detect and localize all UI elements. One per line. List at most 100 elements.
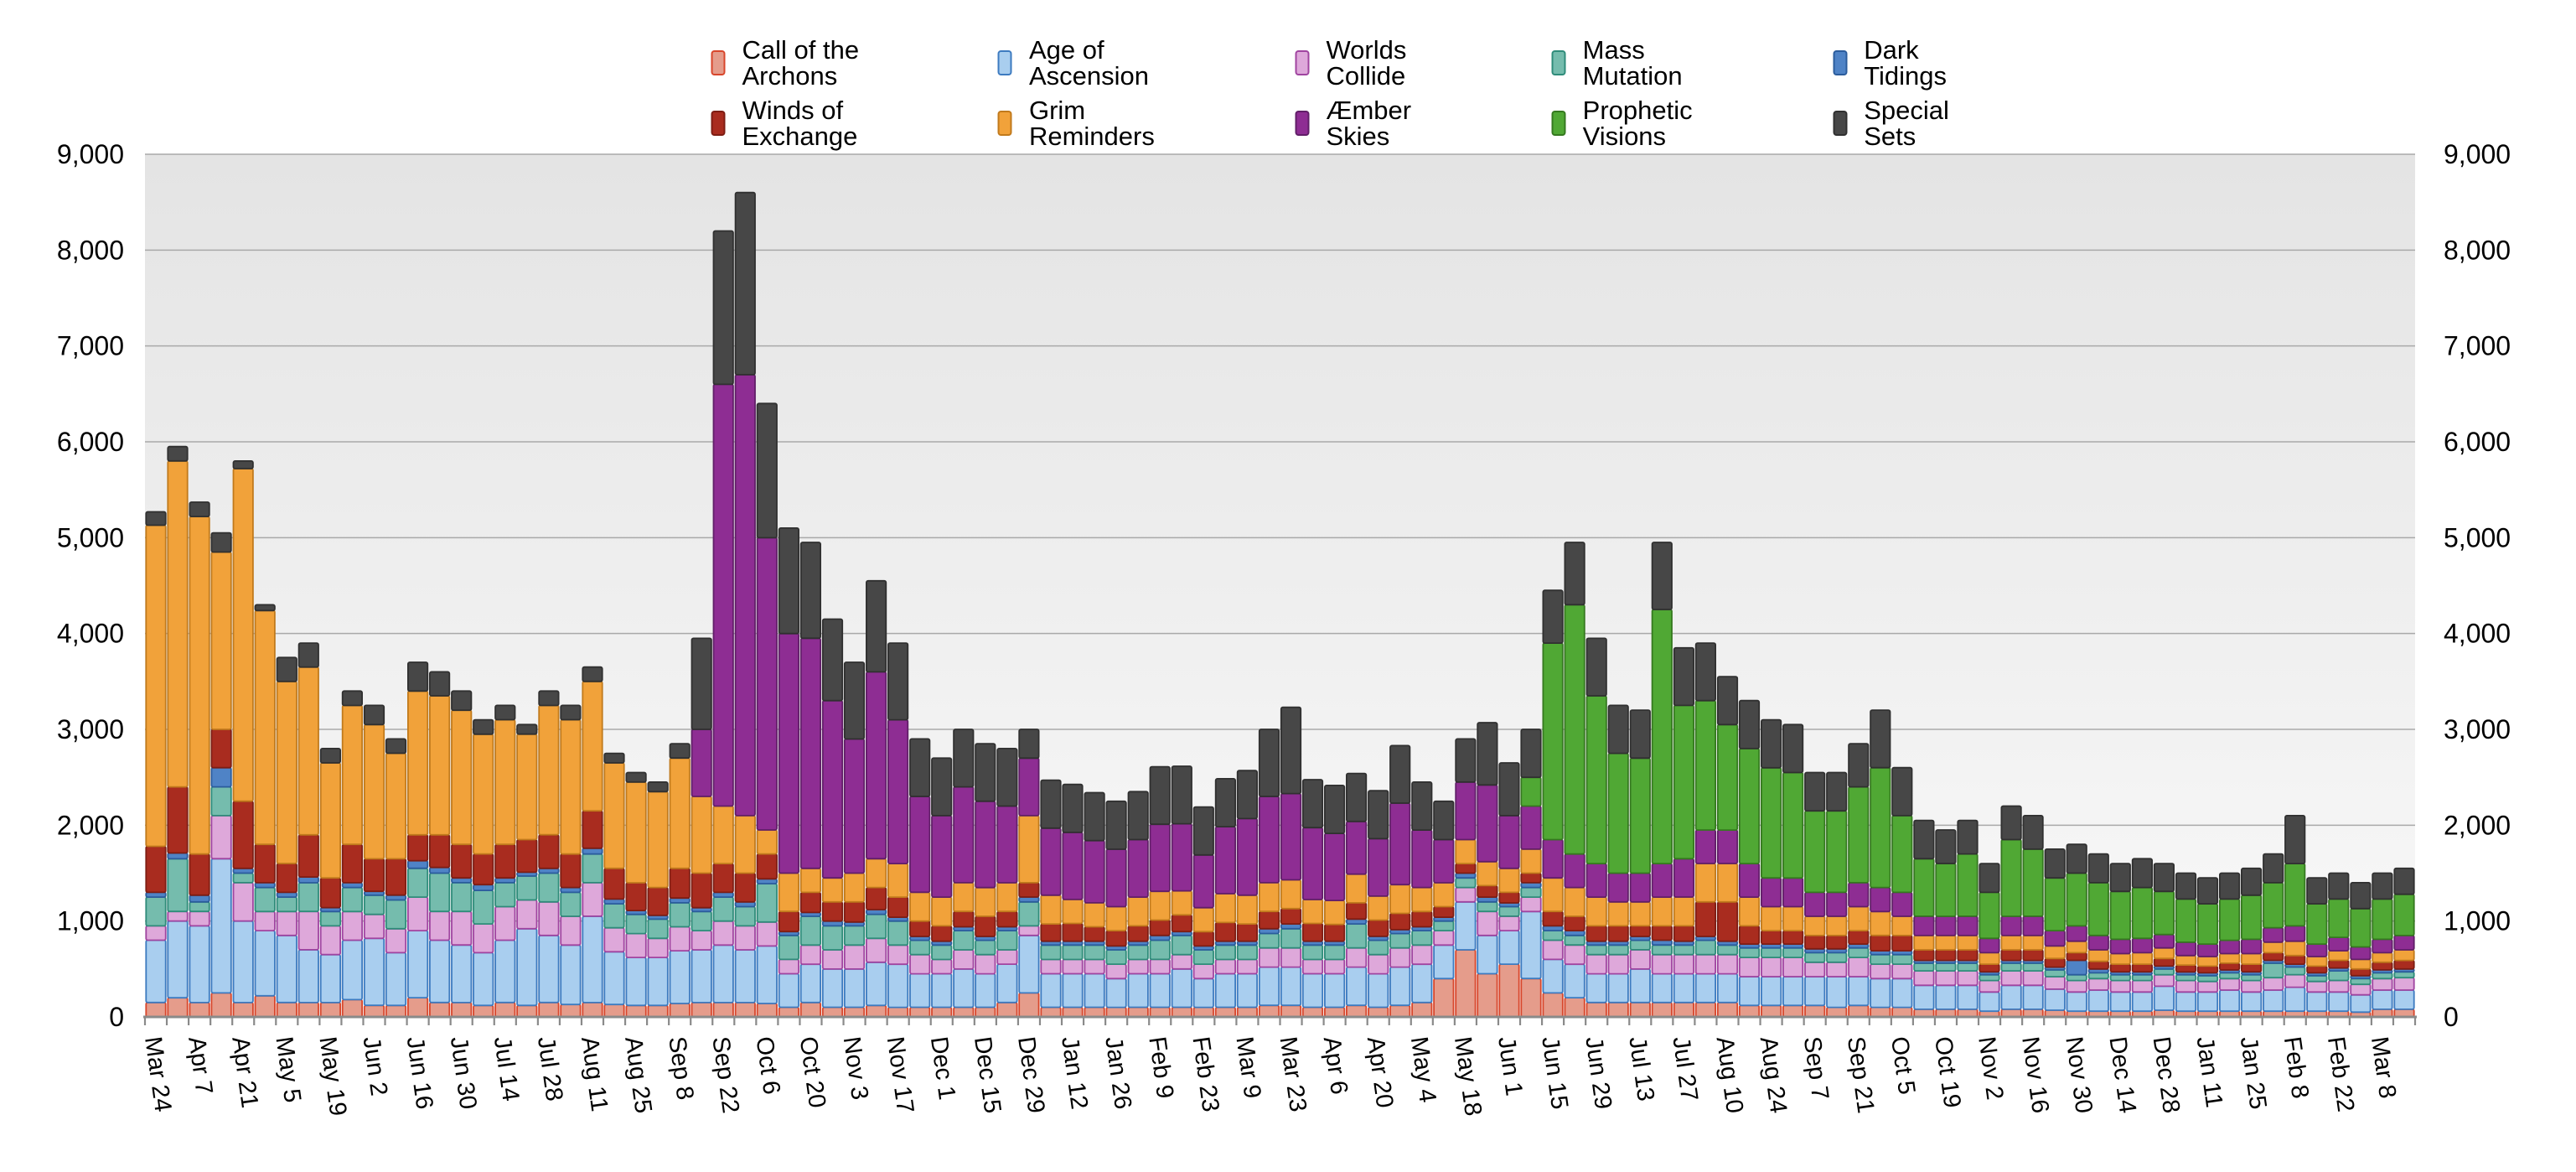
bar-segment — [1760, 905, 1782, 932]
bar-segment — [647, 791, 669, 889]
bar-segment — [1105, 949, 1127, 966]
bar-segment — [1804, 934, 1826, 950]
bar-segment — [341, 886, 364, 913]
bar-segment — [1760, 1004, 1782, 1018]
bar-segment — [2153, 973, 2175, 988]
bar-segment — [319, 1001, 342, 1018]
bar-segment — [1870, 910, 1891, 936]
bar-segment — [2087, 853, 2109, 884]
bar-segment — [406, 930, 429, 998]
bar-segment — [1979, 937, 2000, 954]
bar-segment — [1542, 589, 1564, 645]
bar-segment — [975, 972, 996, 1009]
bar-segment — [2263, 926, 2284, 943]
bar-segment — [1411, 781, 1433, 832]
bar-segment — [560, 915, 582, 946]
bar-segment — [2153, 890, 2175, 936]
bar-segment — [2218, 952, 2241, 964]
bar-segment — [2263, 952, 2284, 962]
bar-segment — [1804, 952, 1826, 963]
bar-segment — [560, 704, 582, 721]
bar-segment — [406, 859, 429, 869]
x-tick-label: Sep 21 — [1842, 1035, 1879, 1115]
bar-segment — [210, 532, 232, 553]
bar-segment — [1236, 817, 1258, 896]
bar-segment — [734, 191, 756, 376]
bar-segment — [1062, 944, 1084, 961]
bar-segment — [2131, 858, 2153, 889]
bar-segment — [799, 963, 822, 1003]
bar-segment — [1607, 944, 1629, 956]
worlds-collide-swatch-icon — [1295, 50, 1310, 75]
bar-segment — [2153, 967, 2175, 976]
bar-segment — [406, 833, 429, 862]
bar-segment — [516, 899, 538, 930]
bar-segment — [2372, 898, 2393, 941]
bar-segment — [2240, 973, 2263, 982]
x-tick-label: Jun 15 — [1536, 1035, 1573, 1112]
bar-segment — [909, 972, 931, 1009]
bar-segment — [975, 886, 996, 917]
y-tick-label-left: 8,000 — [57, 235, 124, 265]
bar-segment — [560, 718, 582, 855]
bar-segment — [2240, 894, 2263, 941]
bar-segment — [996, 748, 1018, 807]
bar-segment — [167, 920, 189, 999]
bar-segment — [2263, 977, 2284, 991]
bar-segment — [2196, 956, 2219, 967]
x-tick-label: Jun 29 — [1580, 1035, 1616, 1112]
bar-segment — [1891, 915, 1913, 936]
bar-segment — [603, 951, 625, 1006]
legend-item-special-sets: Special Sets — [1833, 97, 1999, 149]
bar-segment — [1433, 905, 1455, 919]
bar-segment — [582, 810, 603, 849]
x-axis — [143, 1015, 2417, 1025]
bar-segment — [1935, 915, 1957, 936]
bar-segment — [2284, 973, 2306, 988]
bar-segment — [1520, 776, 1542, 807]
bar-segment — [1870, 709, 1891, 769]
bar-segment — [560, 1003, 582, 1018]
bar-segment — [1738, 863, 1761, 898]
bar-segment — [975, 953, 996, 975]
bar-segment — [1760, 718, 1782, 769]
bar-segment — [2066, 959, 2087, 976]
legend-item-mass-mutation: Mass Mutation — [1551, 37, 1743, 89]
bar-segment — [1673, 896, 1694, 927]
bar-segment — [1848, 786, 1870, 884]
bar-segment — [1848, 930, 1870, 945]
bar-segment — [1607, 872, 1629, 903]
bar-segment — [909, 953, 931, 975]
bar-segment — [516, 723, 538, 735]
x-tick-label: Mar 24 — [139, 1035, 176, 1114]
bar-segment — [145, 925, 167, 941]
x-tick-label: May 18 — [1449, 1035, 1487, 1118]
bar-segment — [297, 833, 319, 878]
bar-segment — [1585, 944, 1607, 956]
bar-segment — [1477, 884, 1498, 899]
bar-segment — [931, 972, 953, 1009]
bar-segment — [1477, 972, 1498, 1018]
bar-segment — [1498, 891, 1520, 904]
bar-segment — [1760, 957, 1782, 978]
bar-segment — [1192, 949, 1214, 966]
bar-segment — [232, 468, 254, 802]
bar-segment — [516, 875, 538, 901]
bar-segment — [821, 877, 844, 903]
bar-segment — [712, 1001, 734, 1018]
bar-segment — [887, 963, 909, 1009]
bar-segment — [406, 661, 429, 692]
bar-segment — [2087, 882, 2109, 936]
bar-segment — [1018, 900, 1040, 927]
bar-segment — [1498, 915, 1520, 932]
bar-segment — [799, 944, 822, 966]
bar-segment — [1346, 918, 1368, 926]
winds-of-exchange-swatch-icon — [711, 111, 726, 136]
bar-segment — [276, 896, 297, 913]
bar-segment — [2284, 986, 2306, 1013]
bar-segment — [1127, 1006, 1149, 1018]
bar-segment — [1368, 790, 1389, 840]
bar-segment — [1957, 949, 1979, 962]
bar-segment — [1236, 958, 1258, 975]
